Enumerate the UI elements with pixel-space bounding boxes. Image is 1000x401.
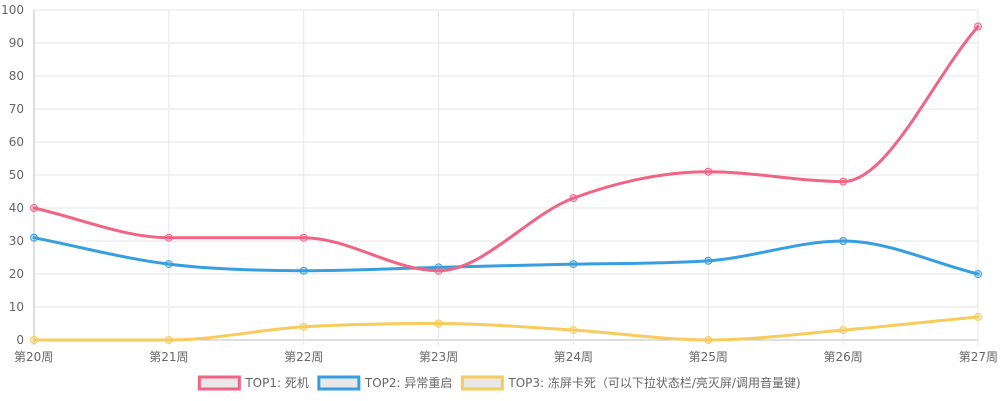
x-tick-label: 第23周: [419, 350, 458, 364]
data-point[interactable]: [30, 233, 38, 242]
data-point[interactable]: [299, 322, 308, 331]
x-tick-label: 第24周: [554, 350, 593, 364]
legend: TOP1: 死机 TOP2: 异常重启 TOP3: 冻屏卡死（可以下拉状态栏/亮灭屏…: [197, 375, 801, 391]
data-point[interactable]: [974, 270, 982, 278]
data-point[interactable]: [704, 167, 713, 176]
series-1: [30, 22, 982, 275]
legend-swatch: [197, 375, 241, 391]
axes: 0 10 20 30 40 50 60 70 80 90 100 第20周 第21周 第22周 第23周 第2…: [1, 3, 998, 364]
series-line: [32, 25, 980, 273]
y-tick-label: 40: [9, 201, 24, 215]
data-point[interactable]: [164, 260, 173, 269]
data-point[interactable]: [839, 237, 848, 245]
x-tick-label: 第25周: [689, 350, 728, 364]
x-tick-label: 第21周: [149, 350, 188, 364]
legend-swatch: [460, 375, 504, 391]
data-point[interactable]: [299, 233, 308, 242]
data-point[interactable]: [299, 266, 308, 275]
data-point[interactable]: [434, 266, 443, 275]
series-line: [32, 236, 980, 276]
legend-item-top1[interactable]: TOP1: 死机: [197, 375, 309, 391]
data-point[interactable]: [434, 319, 443, 328]
data-point[interactable]: [704, 256, 713, 265]
y-tick-label: 10: [9, 300, 24, 314]
y-tick-label: 30: [9, 234, 24, 248]
legend-item-top2[interactable]: TOP2: 异常重启: [317, 375, 453, 391]
data-point[interactable]: [839, 177, 848, 186]
data-point[interactable]: [569, 194, 578, 203]
data-point[interactable]: [164, 336, 173, 344]
legend-label: TOP1: 死机: [244, 376, 309, 390]
legend-label: TOP2: 异常重启: [364, 376, 453, 390]
y-tick-label: 20: [9, 267, 24, 281]
legend-item-top3[interactable]: TOP3: 冻屏卡死（可以下拉状态栏/亮灭屏/调用音量键): [460, 375, 801, 391]
series-2: [30, 233, 982, 278]
series-3: [30, 312, 982, 344]
data-point[interactable]: [30, 336, 38, 344]
data-point[interactable]: [974, 312, 982, 321]
data-point[interactable]: [974, 22, 982, 31]
y-tick-label: 70: [9, 102, 24, 116]
y-tick-label: 0: [16, 333, 24, 347]
grid: [33, 9, 979, 345]
y-tick-label: 50: [9, 168, 24, 182]
y-tick-label: 80: [9, 69, 24, 83]
data-point[interactable]: [30, 204, 38, 212]
x-tick-label: 第20周: [14, 350, 53, 364]
y-tick-label: 90: [9, 36, 24, 50]
x-tick-label: 第27周: [959, 350, 998, 364]
data-point[interactable]: [704, 336, 713, 344]
x-tick-label: 第26周: [824, 350, 863, 364]
legend-label: TOP3: 冻屏卡死（可以下拉状态栏/亮灭屏/调用音量键): [507, 375, 800, 390]
x-tick-label: 第22周: [284, 350, 323, 364]
data-point[interactable]: [164, 233, 173, 242]
y-tick-label: 60: [9, 135, 24, 149]
y-tick-label: 100: [1, 3, 24, 17]
series-lines: [30, 22, 982, 344]
series-line: [32, 315, 980, 342]
legend-swatch: [317, 375, 361, 391]
data-point[interactable]: [839, 326, 848, 335]
data-point[interactable]: [569, 260, 578, 269]
data-point[interactable]: [569, 326, 578, 335]
